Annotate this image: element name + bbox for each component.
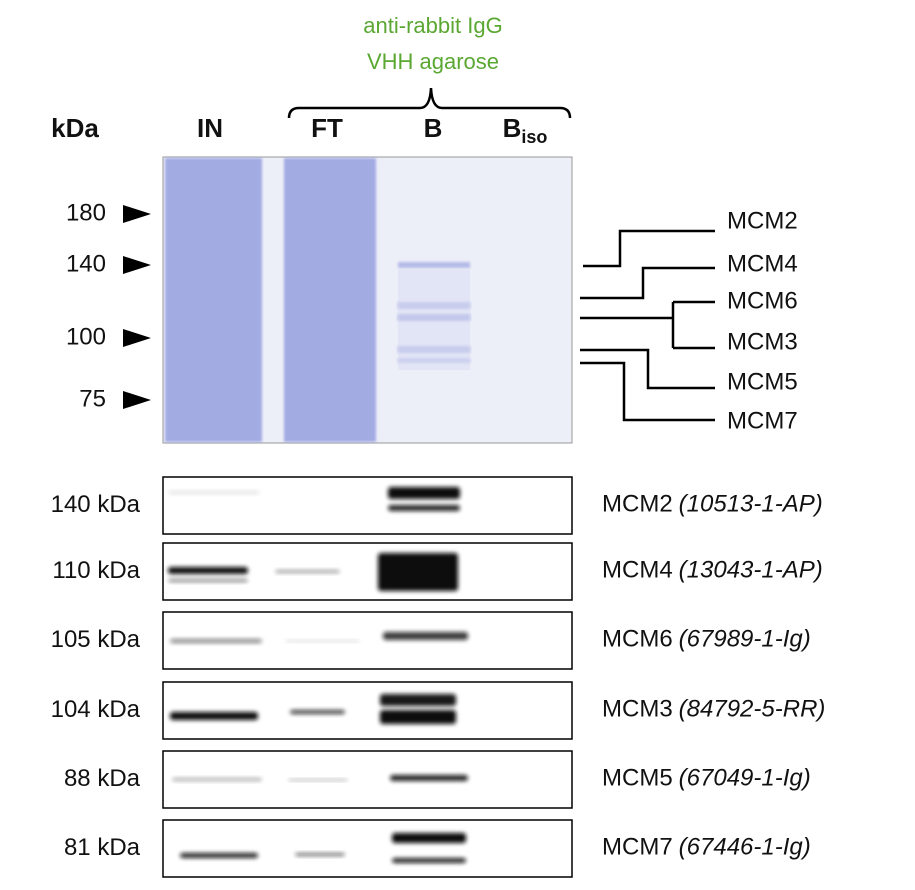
lane-label-sub: iso bbox=[521, 127, 547, 147]
blot-band bbox=[170, 712, 258, 720]
blot bbox=[162, 476, 573, 535]
blot-antibody: (67989-1-Ig) bbox=[679, 626, 811, 653]
blot-size: 105 kDa bbox=[51, 626, 141, 653]
blot-band bbox=[380, 710, 456, 724]
unit-label: kDa bbox=[51, 113, 99, 143]
blot-size: 88 kDa bbox=[64, 765, 141, 792]
blot-size: 110 kDa bbox=[52, 557, 140, 584]
blot-protein: MCM5 bbox=[602, 765, 673, 792]
blot bbox=[162, 611, 573, 670]
resin-label: anti-rabbit IgG bbox=[363, 13, 502, 38]
lane-label-main: B bbox=[503, 113, 522, 143]
blot-antibody: (10513-1-AP) bbox=[679, 491, 823, 518]
marker-arrow bbox=[123, 391, 151, 409]
blot-protein: MCM2 bbox=[602, 491, 673, 518]
blot-band bbox=[275, 570, 340, 573]
blot-band bbox=[388, 505, 460, 511]
blot-antibody: (67446-1-Ig) bbox=[679, 834, 811, 861]
blot bbox=[162, 819, 573, 878]
blot-frame bbox=[162, 681, 573, 740]
blot-frame bbox=[162, 819, 573, 878]
marker-label: 75 bbox=[79, 385, 106, 412]
lane-label: IN bbox=[197, 113, 223, 143]
blot-band bbox=[295, 853, 345, 856]
blot-size: 140 kDa bbox=[51, 491, 141, 518]
blot bbox=[162, 542, 573, 601]
band-label: MCM7 bbox=[727, 407, 798, 434]
band-connectors bbox=[580, 229, 715, 422]
marker-arrow bbox=[123, 329, 151, 347]
blot-label: MCM4 (13043-1-AP) bbox=[602, 557, 823, 584]
marker-label: 140 bbox=[66, 250, 106, 277]
band-label: MCM4 bbox=[727, 250, 798, 277]
blot-band bbox=[170, 639, 262, 643]
blot-protein: MCM4 bbox=[602, 557, 673, 584]
blot-label: MCM6 (67989-1-Ig) bbox=[602, 626, 811, 653]
blot-band bbox=[168, 579, 248, 582]
lane-label-main: B bbox=[424, 113, 443, 143]
blot-band bbox=[388, 487, 460, 499]
resin-label: VHH agarose bbox=[367, 49, 499, 74]
blot-protein: MCM3 bbox=[602, 696, 673, 723]
blot-band bbox=[288, 779, 348, 781]
marker-label: 100 bbox=[66, 323, 106, 350]
blot bbox=[162, 750, 573, 809]
blot-band bbox=[168, 567, 248, 574]
blot-size: 104 kDa bbox=[51, 696, 141, 723]
band-label: MCM6 bbox=[727, 287, 798, 314]
blot-band bbox=[290, 710, 345, 714]
gel bbox=[162, 156, 573, 444]
blot-label: MCM3 (84792-5-RR) bbox=[602, 696, 825, 723]
blot-protein: MCM7 bbox=[602, 834, 673, 861]
lane-label: B bbox=[424, 113, 443, 143]
band-label: MCM2 bbox=[727, 207, 798, 234]
blot-band bbox=[168, 491, 260, 494]
blot-antibody: (13043-1-AP) bbox=[679, 557, 823, 584]
blot-frame bbox=[162, 476, 573, 535]
blot-size: 81 kDa bbox=[64, 834, 141, 861]
blot bbox=[162, 681, 573, 740]
blot-band bbox=[285, 640, 360, 642]
blot-band bbox=[180, 853, 258, 858]
blot-label: MCM7 (67446-1-Ig) bbox=[602, 834, 811, 861]
lane-label: Biso bbox=[503, 113, 548, 147]
marker-arrow bbox=[123, 205, 151, 223]
lane-label-main: IN bbox=[197, 113, 223, 143]
blot-band bbox=[378, 553, 458, 591]
lane-label: FT bbox=[311, 113, 343, 143]
marker-label: 180 bbox=[66, 199, 106, 226]
blot-label: MCM5 (67049-1-Ig) bbox=[602, 765, 811, 792]
blot-band bbox=[390, 775, 468, 781]
band-label: MCM3 bbox=[727, 328, 798, 355]
band-label: MCM5 bbox=[727, 368, 798, 395]
blot-protein: MCM6 bbox=[602, 626, 673, 653]
blot-antibody: (67049-1-Ig) bbox=[679, 765, 811, 792]
blot-antibody: (84792-5-RR) bbox=[679, 696, 826, 723]
blot-band bbox=[383, 632, 468, 640]
blot-band bbox=[392, 858, 466, 863]
blot-band bbox=[380, 694, 456, 706]
blot-band bbox=[392, 833, 466, 843]
lane-label-main: FT bbox=[311, 113, 343, 143]
bracket bbox=[287, 87, 572, 119]
blot-band bbox=[172, 778, 262, 781]
blot-label: MCM2 (10513-1-AP) bbox=[602, 491, 823, 518]
marker-arrow bbox=[123, 256, 151, 274]
